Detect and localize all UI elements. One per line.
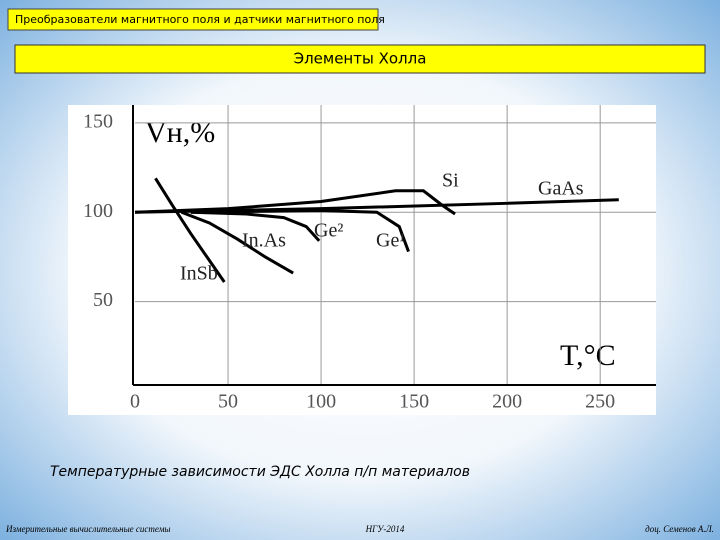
- series-line: [180, 210, 294, 275]
- chart-area: [68, 105, 656, 415]
- x-tick-label: 250: [585, 391, 615, 413]
- x-tick-label: 100: [306, 391, 336, 413]
- series-label: InSb: [180, 263, 218, 285]
- series-line: [190, 208, 410, 253]
- x-tick-label: 150: [399, 391, 429, 413]
- series-line: [154, 177, 226, 283]
- series-label: GaAs: [538, 178, 584, 200]
- series-line: [190, 210, 321, 242]
- slide-title: Элементы Холла: [294, 50, 427, 68]
- x-tick-label: 50: [218, 391, 238, 413]
- topic: Преобразователи магнитного поля и датчик…: [15, 13, 385, 26]
- title-box: [14, 44, 706, 74]
- topic-box: [7, 8, 379, 31]
- footer-right: доц. Семенов А.Л.: [645, 524, 714, 534]
- series-label: Ge²: [314, 220, 343, 242]
- y-tick-label: 100: [83, 200, 113, 222]
- series-label: In.As: [242, 230, 286, 252]
- x-tick-label: 200: [492, 391, 522, 413]
- caption: Температурные зависимости ЭДС Холла п/п …: [50, 464, 470, 480]
- footer-center: НГУ-2014: [365, 524, 405, 534]
- footer-left: Измерительные вычислительные системы: [5, 524, 171, 534]
- x-axis-label: T,°C: [560, 339, 616, 372]
- x-tick-label: 0: [130, 391, 140, 413]
- y-tick-label: 50: [93, 289, 113, 311]
- series-label: Ge¹: [376, 230, 405, 252]
- series-line: [134, 198, 619, 214]
- y-tick-label: 150: [83, 110, 113, 132]
- y-axis-label: Vн,%: [145, 116, 215, 149]
- series-label: Si: [442, 170, 459, 192]
